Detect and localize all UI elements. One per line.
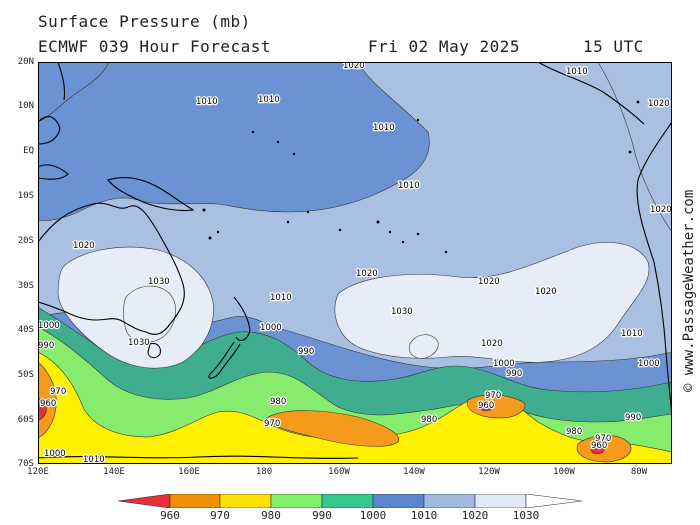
isobar-label: 1000 [38, 321, 60, 331]
isobar-label: 970 [264, 419, 280, 429]
colorbar-label: 960 [160, 509, 180, 522]
colorbar-label: 980 [261, 509, 281, 522]
model-label: ECMWF 039 Hour Forecast [38, 37, 272, 56]
field-970-s [267, 410, 400, 447]
colorbar-label: 1000 [359, 509, 387, 522]
antarctica-coast [38, 455, 359, 459]
field-960-e1 [479, 402, 494, 412]
lat-label-40s: 40S [17, 325, 34, 335]
borneo-coast [38, 116, 61, 145]
isobar-label: 1010 [83, 455, 105, 464]
philippines-coast [57, 62, 66, 101]
lat-label-20s: 20S [17, 236, 34, 246]
isobar-label: 990 [298, 347, 314, 357]
lat-label-50s: 50S [17, 370, 34, 380]
isobar-label: 970 [595, 434, 611, 444]
field-1020-ne [597, 62, 672, 233]
colorbar-label: 970 [210, 509, 230, 522]
isobar-label: 970 [485, 391, 501, 401]
isobar-label: 1000 [260, 323, 282, 333]
lat-label-eq: EQ [23, 146, 34, 156]
lat-label-20n: 20N [17, 57, 34, 67]
field-1030-pac [334, 242, 650, 363]
field-970-sw [38, 361, 57, 439]
field-960-e2 [590, 444, 605, 455]
colorbar-label: 1010 [410, 509, 438, 522]
lon-label-140e: 140E [103, 467, 125, 477]
chart-title: Surface Pressure (mb) [38, 12, 251, 31]
lon-label-160e: 160E [178, 467, 200, 477]
isobar-label: 1000 [44, 449, 66, 459]
field-1010-tropics-b [38, 62, 109, 123]
pacific-islands [202, 100, 640, 254]
isobar-label: 1020 [535, 287, 557, 297]
isobar-label: 990 [38, 341, 54, 351]
isobar-label: 1020 [343, 62, 365, 71]
field-970-e1 [466, 394, 526, 419]
isobar-label: 1020 [478, 277, 500, 287]
isobar-label: 1030 [128, 338, 150, 348]
isobar-label: 990 [506, 369, 522, 379]
indonesia-coast [38, 164, 69, 180]
isobar-label: 960 [478, 401, 494, 411]
isobar-label: 1030 [391, 307, 413, 317]
colorbar-label: 1020 [461, 509, 489, 522]
isobar-label: 1020 [648, 99, 670, 109]
isobar-label: 1030 [148, 277, 170, 287]
isobar-label: 1020 [356, 269, 378, 279]
isobar-label: 1010 [373, 123, 395, 133]
colorbar-label: 990 [312, 509, 332, 522]
isobar-label: 1010 [566, 67, 588, 77]
isobar-label: 1010 [398, 181, 420, 191]
australia-coast [38, 202, 185, 335]
isobar-label: 1000 [638, 359, 660, 369]
isobar-label: 980 [566, 427, 582, 437]
isobar-label: 1010 [621, 329, 643, 339]
field-1030-pac-core [408, 334, 439, 359]
coastlines [38, 62, 672, 459]
lon-label-180: 180 [255, 467, 273, 477]
isobar-label: 970 [50, 387, 66, 397]
isobar-label: 1020 [481, 339, 503, 349]
isobar-label: 1010 [196, 97, 218, 107]
colorbar [118, 494, 583, 508]
forecast-date: Fri 02 May 2025 [368, 37, 520, 56]
lon-label-120e: 120E [27, 467, 49, 477]
lat-label-10s: 10S [17, 191, 34, 201]
lon-label-80w: 80W [630, 467, 648, 477]
nz-north-island [233, 296, 251, 342]
isobar-label: 1010 [258, 95, 280, 105]
isobar-label: 1020 [650, 205, 672, 215]
isobar-label: 980 [270, 397, 286, 407]
isobar-label: 1000 [493, 359, 515, 369]
lat-label-70s: 70S [17, 459, 34, 469]
lon-label-100w: 100W [553, 467, 575, 477]
lat-label-60s: 60S [17, 415, 34, 425]
isobar-label: 980 [421, 415, 437, 425]
isobar-label: 1020 [73, 241, 95, 251]
isobar-label: 990 [625, 413, 641, 423]
field-960-sw [38, 397, 47, 421]
pressure-map: 1020 1010 1010 1010 1020 1030 1030 1010 … [38, 62, 672, 464]
lon-label-160w: 160W [328, 467, 350, 477]
colorbar-label: 1030 [512, 509, 540, 522]
isobar-label: 960 [40, 399, 56, 409]
lat-label-10n: 10N [17, 101, 34, 111]
lat-label-30s: 30S [17, 281, 34, 291]
tasmania-coast [147, 342, 161, 359]
south-america-coast [636, 121, 672, 423]
field-1010-tropics [38, 62, 430, 221]
isobar-label: 960 [591, 441, 607, 451]
new-guinea-coast [107, 177, 195, 212]
lon-label-140w: 140W [403, 467, 425, 477]
isobar-label: 1010 [270, 293, 292, 303]
lon-label-120w: 120W [478, 467, 500, 477]
central-america-coast [537, 62, 645, 125]
forecast-time: 15 UTC [583, 37, 644, 56]
nz-south-island [208, 341, 241, 379]
